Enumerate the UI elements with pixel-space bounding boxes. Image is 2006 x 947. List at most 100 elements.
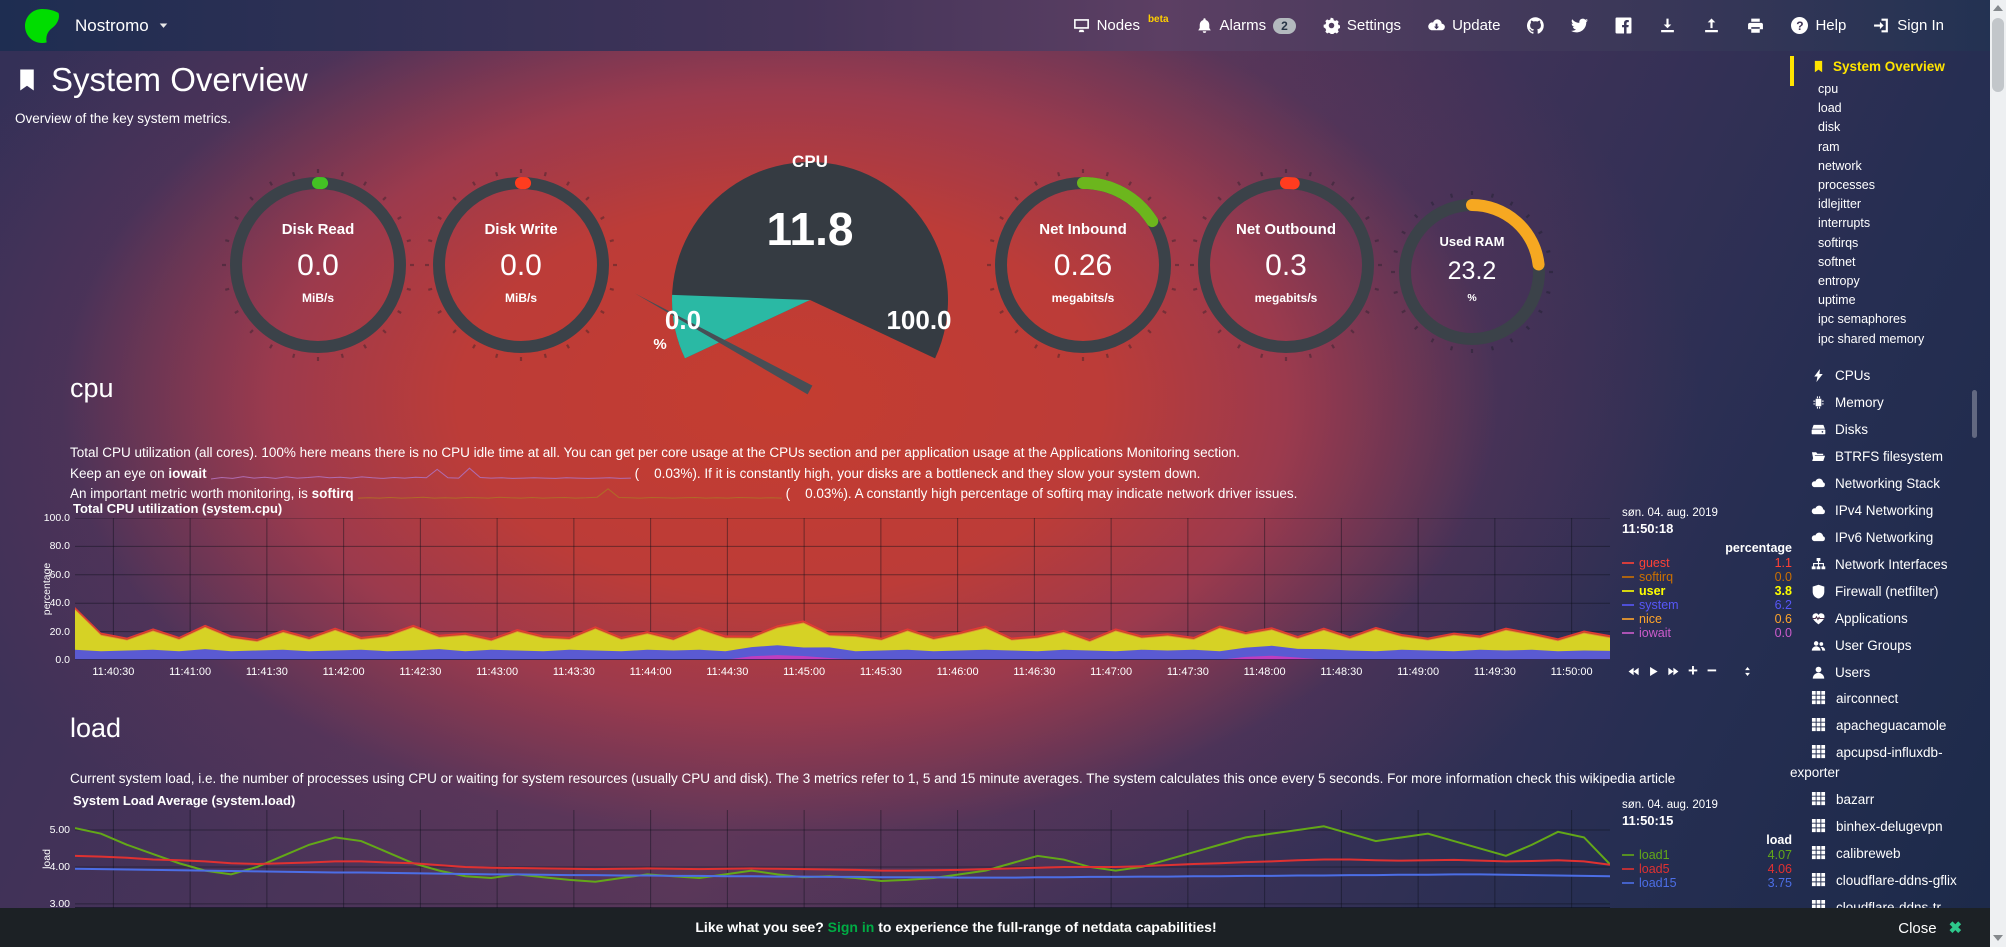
pan-backward-icon[interactable] bbox=[1628, 666, 1639, 677]
cloud-download-icon bbox=[1428, 17, 1445, 34]
cpu-chart-canvas[interactable] bbox=[75, 518, 1610, 660]
settings-button[interactable]: Settings bbox=[1323, 17, 1401, 34]
play-icon[interactable] bbox=[1648, 666, 1659, 677]
legend-item[interactable]: system 6.2 bbox=[1622, 598, 1792, 612]
sidebar-subitem[interactable]: idlejitter bbox=[1818, 197, 1862, 212]
sidebar-section-item[interactable]: Firewall (netfilter) bbox=[1790, 578, 1986, 605]
update-button[interactable]: Update bbox=[1428, 17, 1500, 34]
legend-item[interactable]: nice 0.6 bbox=[1622, 612, 1792, 626]
net-inbound-gauge[interactable]: Net Inbound 0.26 megabits/s bbox=[983, 165, 1183, 365]
sidebar-section-item[interactable]: IPv6 Networking bbox=[1790, 524, 1986, 551]
legend-item[interactable]: load5 4.06 bbox=[1622, 862, 1792, 876]
sidebar-section-item[interactable]: User Groups bbox=[1790, 632, 1986, 659]
sidebar-subitem[interactable]: softirqs bbox=[1818, 235, 1859, 250]
banner-text-pre: Like what you see? bbox=[695, 919, 828, 935]
x-axis-label: 11:47:30 bbox=[1166, 666, 1209, 678]
sidebar-subitem[interactable]: ram bbox=[1818, 139, 1840, 154]
sidebar-app-item[interactable]: binhex-delugevpn bbox=[1790, 814, 1986, 841]
hostname-dropdown[interactable]: Nostromo bbox=[75, 16, 169, 36]
sidebar-app-item[interactable]: cloudflare-ddns-gflix bbox=[1790, 868, 1986, 895]
sidebar-subitem[interactable]: uptime bbox=[1818, 293, 1856, 308]
nodes-button[interactable]: Nodes beta bbox=[1073, 14, 1169, 34]
legend-item[interactable]: softirq 0.0 bbox=[1622, 570, 1792, 584]
sidebar-subitem[interactable]: network bbox=[1818, 158, 1862, 173]
sidebar-section-item[interactable]: IPv4 Networking bbox=[1790, 497, 1986, 524]
chart-date: søn. 04. aug. 2019 bbox=[1622, 507, 1718, 519]
legend-item[interactable]: user 3.8 bbox=[1622, 584, 1792, 598]
sidebar-scrollbar-thumb[interactable] bbox=[1972, 390, 1977, 438]
legend-item[interactable]: guest 1.1 bbox=[1622, 556, 1792, 570]
disk-write-gauge[interactable]: Disk Write 0.0 MiB/s bbox=[421, 165, 621, 365]
legend-item[interactable]: load1 4.07 bbox=[1622, 848, 1792, 862]
sidebar-subitem[interactable]: cpu bbox=[1818, 82, 1839, 96]
help-button[interactable]: Help bbox=[1791, 17, 1846, 34]
wikipedia-link[interactable]: wikipedia article bbox=[1579, 771, 1676, 786]
sidebar-section-item[interactable]: CPUs bbox=[1790, 362, 1986, 389]
zoom-in-icon[interactable]: + bbox=[1688, 661, 1698, 680]
alarms-button[interactable]: Alarms 2 bbox=[1196, 17, 1296, 34]
scrollbar-up-arrow[interactable] bbox=[1993, 5, 2003, 11]
sidebar-section-item[interactable]: Network Interfaces bbox=[1790, 551, 1986, 578]
used-ram-gauge[interactable]: Used RAM 23.2 % bbox=[1387, 187, 1557, 357]
legend-swatch bbox=[1622, 590, 1634, 592]
legend-value: 0.6 bbox=[1774, 612, 1792, 626]
gauge-unit: megabits/s bbox=[1254, 291, 1318, 305]
resize-handle-icon[interactable] bbox=[1742, 666, 1753, 677]
grid-icon bbox=[1811, 791, 1826, 806]
zoom-out-icon[interactable]: − bbox=[1706, 661, 1717, 680]
export-snapshot-button[interactable] bbox=[1659, 17, 1676, 34]
sidebar-subitem[interactable]: entropy bbox=[1818, 274, 1860, 289]
signin-link[interactable]: Sign in bbox=[827, 919, 875, 935]
sidebar-section-item[interactable]: Applications bbox=[1790, 605, 1986, 632]
sidebar-app-item[interactable]: bazarr bbox=[1790, 787, 1986, 814]
scrollbar-thumb[interactable] bbox=[1992, 18, 2004, 92]
sidebar-subitem[interactable]: processes bbox=[1818, 178, 1875, 193]
sidebar-item-system-overview[interactable]: System Overview bbox=[1790, 51, 1986, 86]
close-icon[interactable]: ✖ bbox=[1948, 920, 1962, 937]
sidebar-app-item[interactable]: apcupsd-influxdb-exporter bbox=[1790, 740, 1986, 787]
sidebar-app-item[interactable]: airconnect bbox=[1790, 686, 1986, 713]
sidebar-subitem[interactable]: load bbox=[1818, 101, 1842, 116]
grid-icon bbox=[1811, 690, 1826, 705]
sidebar-section-item[interactable]: Disks bbox=[1790, 416, 1986, 443]
netdata-logo[interactable] bbox=[24, 8, 60, 44]
sidebar-subitem[interactable]: interrupts bbox=[1818, 216, 1871, 231]
facebook-button[interactable] bbox=[1615, 17, 1632, 34]
sidebar-subitem[interactable]: softnet bbox=[1818, 254, 1856, 269]
sidebar-section-item[interactable]: Users bbox=[1790, 659, 1986, 686]
signin-banner: Like what you see? Sign in to experience… bbox=[0, 908, 1990, 947]
sidebar-section-item[interactable]: Memory bbox=[1790, 389, 1986, 416]
net-outbound-gauge[interactable]: Net Outbound 0.3 megabits/s bbox=[1186, 165, 1386, 365]
download-icon bbox=[1659, 17, 1676, 34]
sidebar-app-item[interactable]: apacheguacamole bbox=[1790, 713, 1986, 740]
pan-forward-icon[interactable] bbox=[1668, 666, 1679, 677]
scrollbar-down-arrow[interactable] bbox=[1993, 935, 2003, 941]
signin-button[interactable]: Sign In bbox=[1873, 17, 1944, 34]
sidebar-subitem[interactable]: ipc semaphores bbox=[1818, 312, 1907, 327]
sidebar-subitem[interactable]: ipc shared memory bbox=[1818, 331, 1925, 346]
browser-scrollbar[interactable] bbox=[1990, 0, 2006, 947]
help-label: Help bbox=[1815, 17, 1847, 34]
print-button[interactable] bbox=[1747, 17, 1764, 34]
legend-item[interactable]: load15 3.75 bbox=[1622, 876, 1792, 890]
sidebar-app-item[interactable]: calibreweb bbox=[1790, 841, 1986, 868]
twitter-button[interactable] bbox=[1571, 17, 1588, 34]
import-snapshot-button[interactable] bbox=[1703, 17, 1720, 34]
github-button[interactable] bbox=[1527, 17, 1544, 34]
disk-read-gauge[interactable]: Disk Read 0.0 MiB/s bbox=[218, 165, 418, 365]
sidebar-section-item[interactable]: BTRFS filesystem bbox=[1790, 443, 1986, 470]
load-chart-canvas[interactable] bbox=[75, 810, 1610, 908]
cpu-section-description: Total CPU utilization (all cores). 100% … bbox=[70, 443, 1297, 505]
x-axis-label: 11:45:00 bbox=[783, 666, 826, 678]
legend-item[interactable]: iowait 0.0 bbox=[1622, 626, 1792, 640]
sidebar-section-item[interactable]: Networking Stack bbox=[1790, 470, 1986, 497]
close-label[interactable]: Close bbox=[1898, 919, 1937, 937]
sidebar-menu: System Overview cpu load disk ram network pro… bbox=[1790, 51, 1986, 947]
legend-label: system bbox=[1639, 598, 1679, 612]
legend-units-header: load bbox=[1766, 833, 1792, 847]
main-content: System Overview Overview of the key syst… bbox=[0, 51, 1792, 947]
cpu-gauge[interactable]: CPU 11.8 0.0 100.0 % bbox=[635, 140, 980, 395]
chevron-down-icon bbox=[158, 20, 169, 31]
sidebar-subitem[interactable]: disk bbox=[1818, 120, 1841, 135]
user-icon bbox=[1811, 665, 1826, 680]
